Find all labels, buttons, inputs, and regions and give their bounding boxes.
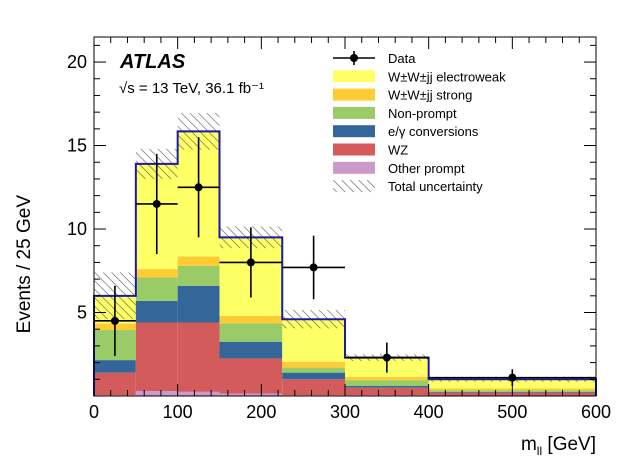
tick-labels: 0 100 200 300 400 500 600 5 10 15 20 [67, 52, 611, 422]
bar-2-2 [177, 285, 220, 323]
bar-4-2 [177, 256, 220, 266]
legend-label-6: Other prompt [388, 161, 465, 176]
bar-3-3 [219, 323, 283, 342]
y-tick-label: 5 [77, 303, 87, 323]
x-tick-label: 300 [330, 402, 360, 422]
bar-0-2 [177, 391, 220, 396]
axis-ticks [93, 37, 597, 396]
legend-label-1: W±W±jj electroweak [388, 69, 506, 84]
legend-swatch-3 [333, 106, 375, 119]
data-point-1 [152, 199, 161, 208]
bar-1-5 [345, 387, 429, 396]
legend-hatch-swatch [333, 180, 375, 193]
bar-3-5 [345, 380, 429, 386]
bar-3-1 [135, 277, 178, 301]
data-point-4 [309, 263, 318, 272]
legend-swatch-1 [333, 70, 375, 83]
bar-2-1 [135, 300, 178, 323]
bar-0-1 [135, 390, 178, 396]
legend: Data W±W±jj electroweak W±W±jj strong Non-p… [333, 51, 506, 194]
legend-swatch-5 [333, 143, 375, 156]
legend-label-3: Non-prompt [388, 106, 457, 121]
atlas-label: ATLAS [119, 51, 186, 73]
bar-1-4 [282, 379, 345, 396]
bar-0-3 [219, 393, 283, 396]
legend-label-4: e/γ conversions [388, 124, 479, 139]
bar-3-4 [282, 367, 345, 373]
bar-2-0 [94, 360, 136, 373]
stacked-bars [94, 131, 596, 396]
bar-4-3 [219, 315, 283, 324]
y-tick-label: 10 [67, 219, 87, 239]
legend-label-7: Total uncertainty [388, 179, 483, 194]
data-point-2 [194, 183, 203, 192]
x-tick-label: 600 [581, 402, 611, 422]
bar-3-2 [177, 265, 220, 286]
legend-label-2: W±W±jj strong [388, 88, 472, 103]
energy-luminosity-label: √s = 13 TeV, 36.1 fb⁻¹ [119, 80, 264, 97]
x-tick-label: 200 [246, 402, 276, 422]
y-axis-title: Events / 25 GeV [14, 195, 35, 334]
bar-1-2 [177, 322, 220, 392]
legend-label-5: WZ [388, 143, 408, 158]
bar-1-0 [94, 372, 136, 396]
legend-data-marker [350, 54, 358, 62]
y-tick-label: 15 [67, 136, 87, 156]
legend-swatch-4 [333, 125, 375, 138]
data-point-0 [110, 316, 119, 325]
bar-1-1 [135, 322, 178, 391]
x-tick-label: 0 [89, 402, 99, 422]
data-point-3 [246, 258, 255, 267]
legend-swatch-6 [333, 161, 375, 174]
legend-label-0: Data [388, 51, 416, 66]
data-point-6 [508, 373, 517, 382]
x-tick-label: 100 [163, 402, 193, 422]
data-point-5 [382, 353, 391, 362]
bar-4-5 [345, 376, 429, 381]
bar-2-5 [345, 385, 429, 388]
bar-1-3 [219, 358, 283, 394]
legend-swatch-2 [333, 88, 375, 101]
bar-2-4 [282, 372, 345, 380]
data-points [94, 137, 596, 386]
bar-2-3 [219, 341, 283, 359]
x-tick-label: 400 [414, 402, 444, 422]
x-tick-label: 500 [497, 402, 527, 422]
x-axis-title: mll [GeV] [521, 434, 596, 458]
y-tick-label: 20 [67, 52, 87, 72]
bar-4-4 [282, 361, 345, 368]
bar-4-1 [135, 269, 178, 278]
